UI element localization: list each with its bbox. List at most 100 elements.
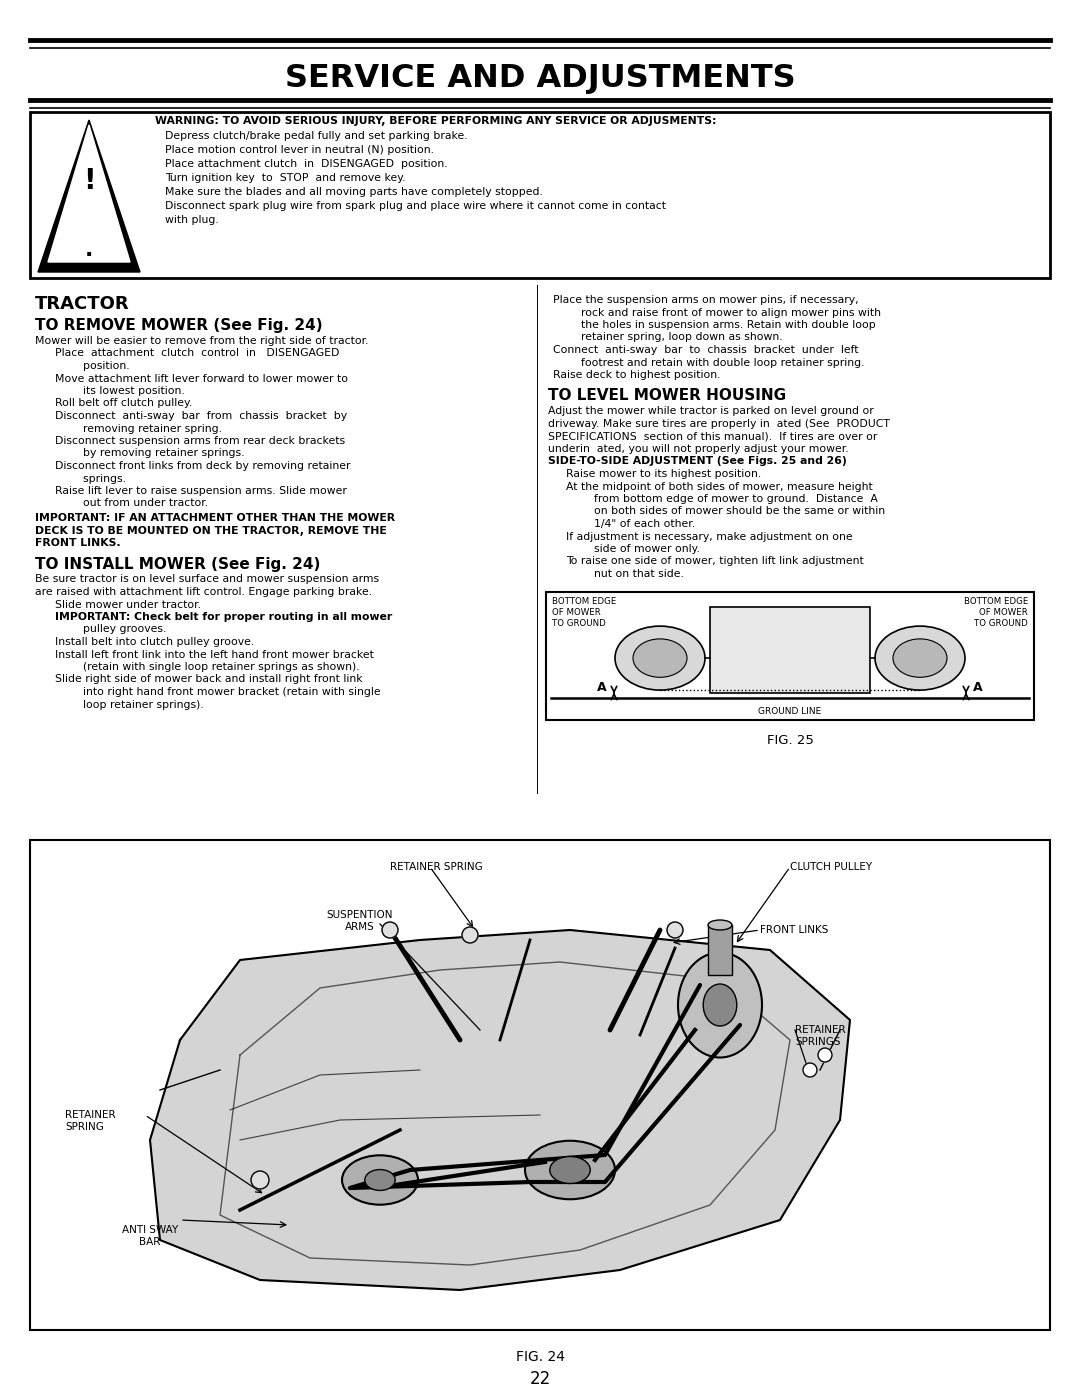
Text: Make sure the blades and all moving parts have completely stopped.: Make sure the blades and all moving part… [165, 187, 543, 197]
Polygon shape [48, 124, 130, 263]
Text: Disconnect spark plug wire from spark plug and place wire where it cannot come i: Disconnect spark plug wire from spark pl… [165, 201, 666, 211]
Ellipse shape [342, 1155, 418, 1204]
Text: IMPORTANT: IF AN ATTACHMENT OTHER THAN THE MOWER: IMPORTANT: IF AN ATTACHMENT OTHER THAN T… [35, 513, 395, 522]
Text: 1/4" of each other.: 1/4" of each other. [566, 520, 696, 529]
Text: SPECIFICATIONS  section of this manual).  If tires are over or: SPECIFICATIONS section of this manual). … [548, 432, 877, 441]
Text: pulley grooves.: pulley grooves. [55, 624, 166, 634]
Text: BOTTOM EDGE
OF MOWER
TO GROUND: BOTTOM EDGE OF MOWER TO GROUND [963, 597, 1028, 627]
Text: A: A [597, 680, 607, 694]
Text: Disconnect  anti-sway  bar  from  chassis  bracket  by: Disconnect anti-sway bar from chassis br… [55, 411, 347, 420]
Text: SIDE-TO-SIDE ADJUSTMENT (See Figs. 25 and 26): SIDE-TO-SIDE ADJUSTMENT (See Figs. 25 an… [548, 457, 847, 467]
Text: Place motion control lever in neutral (N) position.: Place motion control lever in neutral (N… [165, 145, 434, 155]
Text: FRONT LINKS.: FRONT LINKS. [35, 538, 121, 548]
Text: Raise deck to highest position.: Raise deck to highest position. [553, 370, 720, 380]
Text: (retain with single loop retainer springs as shown).: (retain with single loop retainer spring… [55, 662, 360, 672]
Text: A: A [973, 680, 983, 694]
Text: Disconnect suspension arms from rear deck brackets: Disconnect suspension arms from rear dec… [55, 436, 346, 446]
Text: If adjustment is necessary, make adjustment on one: If adjustment is necessary, make adjustm… [566, 531, 852, 542]
Text: removing retainer spring.: removing retainer spring. [55, 423, 222, 433]
Text: CLUTCH PULLEY: CLUTCH PULLEY [789, 862, 873, 872]
Text: Raise lift lever to raise suspension arms. Slide mower: Raise lift lever to raise suspension arm… [55, 486, 347, 496]
Polygon shape [150, 930, 850, 1289]
Text: are raised with attachment lift control. Engage parking brake.: are raised with attachment lift control.… [35, 587, 373, 597]
Circle shape [251, 1171, 269, 1189]
Text: Install belt into clutch pulley groove.: Install belt into clutch pulley groove. [55, 637, 254, 647]
Ellipse shape [633, 638, 687, 678]
Ellipse shape [893, 638, 947, 678]
Bar [546, 591, 1034, 719]
Text: nut on that side.: nut on that side. [566, 569, 684, 578]
Text: Raise mower to its highest position.: Raise mower to its highest position. [566, 469, 761, 479]
Text: into right hand front mower bracket (retain with single: into right hand front mower bracket (ret… [55, 687, 380, 697]
Bar [708, 925, 732, 975]
Text: FIG. 25: FIG. 25 [767, 733, 813, 746]
Text: side of mower only.: side of mower only. [566, 543, 700, 555]
Text: ANTI SWAY
BAR: ANTI SWAY BAR [122, 1225, 178, 1248]
Text: Place attachment clutch  in  DISENGAGED  position.: Place attachment clutch in DISENGAGED po… [165, 159, 447, 169]
Text: Slide mower under tractor.: Slide mower under tractor. [55, 599, 201, 609]
Text: retainer spring, loop down as shown.: retainer spring, loop down as shown. [553, 332, 783, 342]
Ellipse shape [365, 1169, 395, 1190]
Circle shape [804, 1063, 816, 1077]
Text: BOTTOM EDGE
OF MOWER
TO GROUND: BOTTOM EDGE OF MOWER TO GROUND [552, 597, 617, 627]
Text: Move attachment lift lever forward to lower mower to: Move attachment lift lever forward to lo… [55, 373, 348, 384]
Text: FIG. 24: FIG. 24 [515, 1350, 565, 1363]
Text: from bottom edge of mower to ground.  Distance  A: from bottom edge of mower to ground. Dis… [566, 495, 878, 504]
Text: Disconnect front links from deck by removing retainer: Disconnect front links from deck by remo… [55, 461, 351, 471]
Text: on both sides of mower should be the same or within: on both sides of mower should be the sam… [566, 507, 886, 517]
Text: Be sure tractor is on level surface and mower suspension arms: Be sure tractor is on level surface and … [35, 574, 379, 584]
Circle shape [462, 928, 478, 943]
Text: Mower will be easier to remove from the right side of tractor.: Mower will be easier to remove from the … [35, 337, 368, 346]
Text: IMPORTANT: Check belt for proper routing in all mower: IMPORTANT: Check belt for proper routing… [55, 612, 392, 622]
Text: its lowest position.: its lowest position. [55, 386, 185, 395]
Text: driveway. Make sure tires are properly in  ated (See  PRODUCT: driveway. Make sure tires are properly i… [548, 419, 890, 429]
Text: TRACTOR: TRACTOR [35, 295, 130, 313]
Text: Place the suspension arms on mower pins, if necessary,: Place the suspension arms on mower pins,… [553, 295, 859, 305]
Text: DECK IS TO BE MOUNTED ON THE TRACTOR, REMOVE THE: DECK IS TO BE MOUNTED ON THE TRACTOR, RE… [35, 525, 387, 535]
Circle shape [667, 922, 683, 937]
Text: RETAINER
SPRING: RETAINER SPRING [65, 1111, 116, 1133]
Text: 22: 22 [529, 1370, 551, 1389]
Text: RETAINER
SPRINGS: RETAINER SPRINGS [795, 1025, 846, 1048]
Text: footrest and retain with double loop retainer spring.: footrest and retain with double loop ret… [553, 358, 864, 367]
Text: .: . [85, 240, 93, 260]
Ellipse shape [615, 626, 705, 690]
Text: Slide right side of mower back and install right front link: Slide right side of mower back and insta… [55, 675, 363, 685]
Text: Turn ignition key  to  STOP  and remove key.: Turn ignition key to STOP and remove key… [165, 173, 405, 183]
Text: TO INSTALL MOWER (See Fig. 24): TO INSTALL MOWER (See Fig. 24) [35, 556, 321, 571]
Ellipse shape [550, 1157, 591, 1183]
Ellipse shape [708, 921, 732, 930]
Text: WARNING: TO AVOID SERIOUS INJURY, BEFORE PERFORMING ANY SERVICE OR ADJUSMENTS:: WARNING: TO AVOID SERIOUS INJURY, BEFORE… [156, 116, 716, 126]
Text: Install left front link into the left hand front mower bracket: Install left front link into the left ha… [55, 650, 374, 659]
Ellipse shape [703, 983, 737, 1025]
Text: Depress clutch/brake pedal fully and set parking brake.: Depress clutch/brake pedal fully and set… [165, 131, 468, 141]
Text: !: ! [83, 168, 95, 196]
Circle shape [382, 922, 399, 937]
Text: FRONT LINKS: FRONT LINKS [760, 925, 828, 935]
Text: SUSPENTION
ARMS: SUSPENTION ARMS [327, 909, 393, 932]
Text: Adjust the mower while tractor is parked on level ground or: Adjust the mower while tractor is parked… [548, 407, 874, 416]
Text: To raise one side of mower, tighten lift link adjustment: To raise one side of mower, tighten lift… [566, 556, 864, 567]
Text: underin  ated, you will not properly adjust your mower.: underin ated, you will not properly adju… [548, 444, 849, 454]
Text: TO REMOVE MOWER (See Fig. 24): TO REMOVE MOWER (See Fig. 24) [35, 319, 323, 332]
Ellipse shape [875, 626, 966, 690]
Polygon shape [38, 120, 140, 272]
Text: Place  attachment  clutch  control  in   DISENGAGED: Place attachment clutch control in DISEN… [55, 348, 339, 359]
Ellipse shape [525, 1141, 615, 1199]
Bar [30, 840, 1050, 1330]
Circle shape [818, 1048, 832, 1062]
Text: position.: position. [55, 360, 130, 372]
Text: SERVICE AND ADJUSTMENTS: SERVICE AND ADJUSTMENTS [285, 63, 795, 94]
Text: Connect  anti-sway  bar  to  chassis  bracket  under  left: Connect anti-sway bar to chassis bracket… [553, 345, 859, 355]
Text: rock and raise front of mower to align mower pins with: rock and raise front of mower to align m… [553, 307, 881, 317]
Text: springs.: springs. [55, 474, 126, 483]
Ellipse shape [678, 953, 762, 1058]
Text: with plug.: with plug. [165, 215, 219, 225]
Text: At the midpoint of both sides of mower, measure height: At the midpoint of both sides of mower, … [566, 482, 873, 492]
Text: by removing retainer springs.: by removing retainer springs. [55, 448, 244, 458]
Text: the holes in suspension arms. Retain with double loop: the holes in suspension arms. Retain wit… [553, 320, 876, 330]
Text: Roll belt off clutch pulley.: Roll belt off clutch pulley. [55, 398, 192, 408]
Bar [710, 606, 870, 693]
Text: RETAINER SPRING: RETAINER SPRING [390, 862, 483, 872]
Text: GROUND LINE: GROUND LINE [758, 707, 822, 717]
